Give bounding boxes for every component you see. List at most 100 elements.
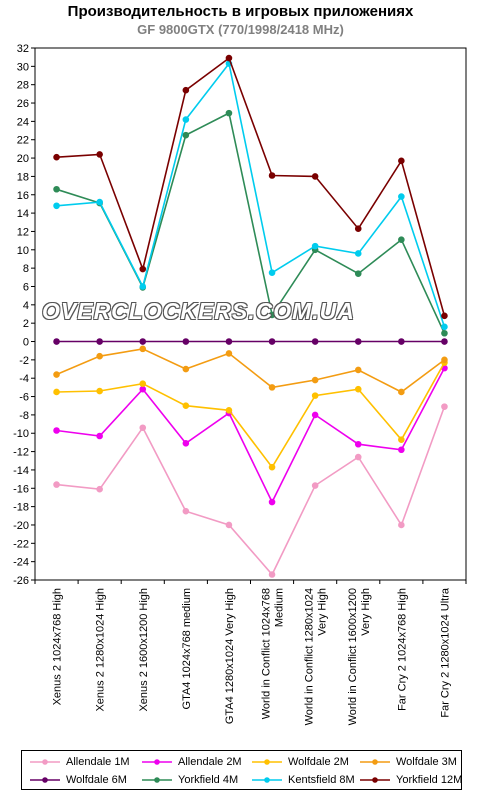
data-point [441, 403, 448, 410]
y-tick-label: 0 [23, 337, 29, 349]
line-chart: -26-24-22-20-18-16-14-12-10-8-6-4-202468… [13, 43, 467, 725]
data-point [53, 202, 60, 210]
series-line [56, 406, 446, 576]
data-point [53, 427, 60, 434]
data-point [354, 385, 362, 393]
data-point [311, 242, 319, 250]
data-point [311, 411, 319, 419]
y-tick-label: 6 [23, 281, 29, 293]
watermark-logo: OVERCLOCKERS.COM.UA [42, 298, 355, 324]
y-tick-label: -24 [13, 557, 29, 569]
data-point [354, 225, 362, 232]
legend-swatch [30, 759, 60, 765]
x-tick-label: Medium [274, 588, 286, 627]
data-point [311, 173, 319, 180]
data-point [311, 482, 319, 489]
data-point [182, 86, 190, 94]
data-point [182, 365, 190, 373]
data-point [398, 236, 405, 244]
y-tick-label: -4 [19, 373, 29, 385]
data-point [225, 54, 233, 62]
data-point [182, 440, 190, 447]
data-point [398, 193, 405, 200]
y-tick-label: -22 [13, 538, 29, 550]
y-tick-label: -26 [13, 575, 29, 587]
legend-label: Yorkfield 4M [178, 774, 239, 786]
x-tick-label: World in Conflict 1024x768 [261, 588, 273, 719]
data-point [96, 198, 103, 206]
data-point [182, 116, 190, 123]
data-point [398, 157, 405, 165]
x-tick-label: World in Conflict 1600x1200 [347, 588, 359, 725]
series-line [56, 348, 445, 393]
data-point [441, 323, 448, 331]
y-tick-label: -18 [13, 502, 29, 514]
data-point [398, 521, 405, 529]
legend-swatch [142, 777, 172, 783]
y-tick-label: 4 [23, 300, 29, 312]
data-point [139, 380, 147, 388]
data-point [268, 269, 276, 277]
legend-label: Wolfdale 3M [396, 756, 457, 768]
legend-label: Wolfdale 2M [288, 756, 349, 768]
legend-label: Allendale 1M [66, 756, 130, 768]
data-point [53, 371, 60, 378]
legend-swatch-marker [372, 759, 378, 765]
x-tick-label: Xenus 2 1024x768 High [52, 588, 64, 705]
data-point [398, 388, 405, 396]
chart-title: Производительность в игровых приложениях [67, 3, 414, 20]
data-point [139, 283, 147, 290]
y-tick-label: 28 [17, 80, 29, 92]
legend-swatch-marker [264, 777, 270, 783]
x-tick-label: Xenus 2 1600x1200 High [138, 588, 150, 712]
y-tick-label: 2 [23, 318, 29, 330]
series-line [56, 56, 446, 317]
x-tick-label: Very High [360, 588, 372, 636]
data-point [53, 481, 60, 488]
data-point [53, 388, 60, 396]
legend-swatch [252, 759, 282, 765]
legend-label: Yorkfield 12M [396, 774, 463, 786]
data-point [225, 109, 233, 117]
legend-swatch-marker [154, 759, 160, 765]
data-point [441, 329, 448, 337]
legend-swatch [360, 777, 390, 783]
data-point [225, 407, 233, 414]
data-point [354, 250, 362, 257]
data-point [268, 311, 276, 319]
data-point [268, 571, 276, 578]
y-tick-label: 24 [17, 116, 29, 128]
x-tick-label: GTA4 1024x768 medium [181, 588, 193, 709]
data-point [398, 338, 405, 345]
x-tick-label: Xenus 2 1280x1024 High [95, 588, 107, 712]
x-tick-label: GTA4 1280x1024 Very High [224, 588, 236, 724]
x-tick-label: Far Cry 2 1024x768 High [396, 588, 408, 711]
data-point [53, 338, 60, 345]
data-point [139, 265, 147, 273]
data-point [268, 384, 276, 391]
legend-swatch [142, 759, 172, 765]
legend-label: Kentsfield 8M [288, 774, 355, 786]
data-point [53, 153, 60, 161]
legend-swatch-marker [42, 759, 48, 765]
data-point [354, 366, 362, 374]
data-point [441, 338, 448, 345]
data-point [268, 338, 276, 345]
legend-swatch-marker [154, 777, 160, 783]
data-point [354, 338, 362, 345]
x-tick-label: World in Conflict 1280x1024 [304, 588, 316, 725]
y-tick-label: -6 [19, 392, 29, 404]
data-point [139, 345, 147, 353]
legend-label: Allendale 2M [178, 756, 242, 768]
legend-swatch [360, 759, 390, 765]
data-point [182, 507, 190, 515]
data-point [268, 498, 276, 506]
data-point [96, 151, 103, 158]
data-point [398, 446, 405, 454]
y-tick-label: -16 [13, 483, 29, 495]
y-tick-label: 22 [17, 135, 29, 147]
data-point [182, 338, 190, 345]
y-tick-label: 12 [17, 226, 29, 238]
data-point [354, 440, 362, 448]
y-tick-label: -12 [13, 447, 29, 459]
